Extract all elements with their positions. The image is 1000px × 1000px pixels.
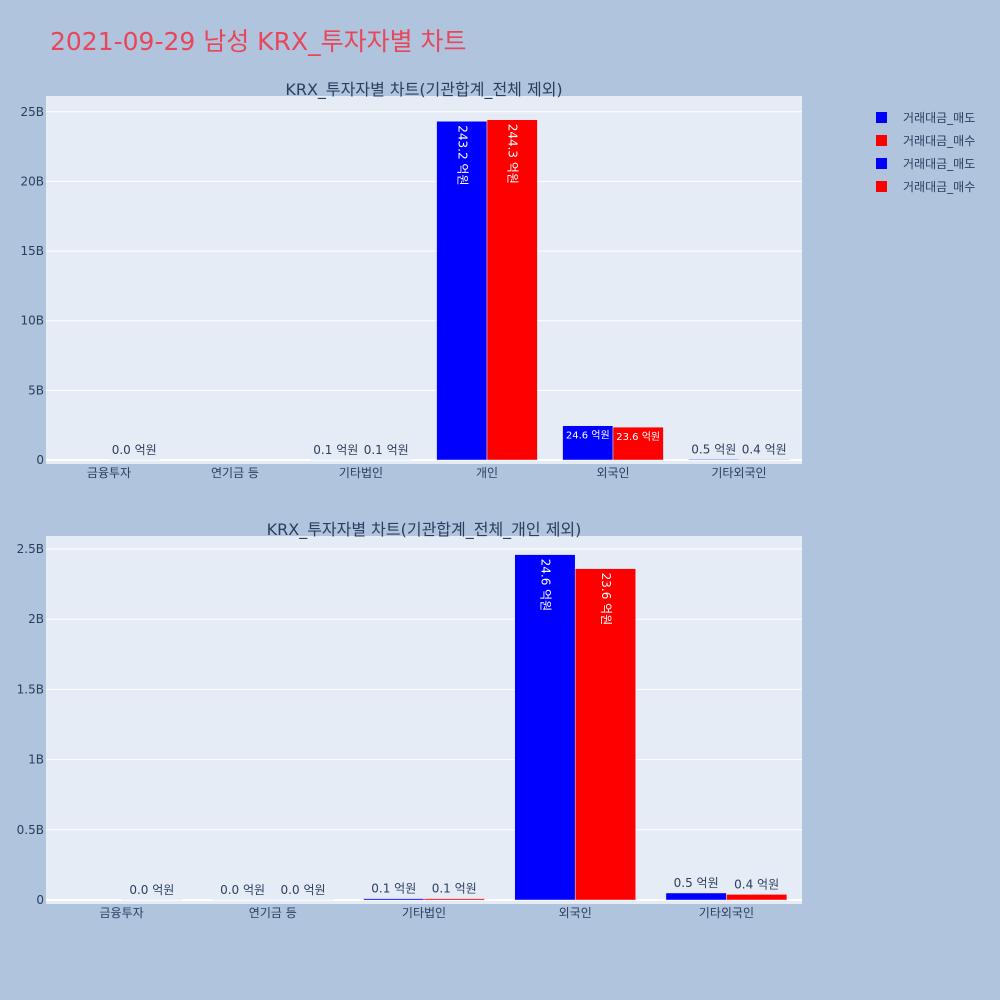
data-label: 0.5 억원 <box>691 442 736 456</box>
data-label: 0.0 억원 <box>281 883 326 897</box>
data-label: 0.0 억원 <box>220 883 265 897</box>
bar-buy <box>108 459 160 461</box>
data-label: 24.6 억원 <box>538 559 552 612</box>
bar-buy <box>738 459 790 461</box>
data-label: 0.1 억원 <box>313 443 358 457</box>
chart-title: KRX_투자자별 차트(기관합계_전체_개인 제외) <box>267 520 582 540</box>
data-label: 244.3 억원 <box>506 124 520 184</box>
x-tick-label: 기타외국인 <box>699 906 754 920</box>
bar-buy <box>574 568 636 901</box>
y-tick-label: 1B <box>28 753 44 767</box>
x-tick-label: 기타외국인 <box>711 466 766 480</box>
legend: 거래대금_매도 거래대금_매수 거래대금_매도 거래대금_매수 <box>876 106 975 198</box>
legend-label: 거래대금_매수 <box>903 134 976 148</box>
bar-sell <box>212 899 274 901</box>
bar-sell <box>363 898 425 901</box>
data-label: 0.0 억원 <box>112 443 157 457</box>
x-tick-label: 연기금 등 <box>211 466 259 480</box>
data-label: 24.6 억원 <box>566 430 610 442</box>
data-label: 0.4 억원 <box>734 877 779 891</box>
y-tick-label: 10B <box>20 314 44 328</box>
bar-sell <box>665 892 727 901</box>
bar-buy <box>121 899 183 901</box>
legend-swatch-buy <box>876 135 887 146</box>
x-tick-label: 외국인 <box>559 906 592 920</box>
bar-buy <box>726 894 788 901</box>
y-tick-label: 2.5B <box>17 542 44 556</box>
y-tick-label: 25B <box>20 105 44 119</box>
data-label: 243.2 억원 <box>455 125 469 185</box>
x-tick-label: 외국인 <box>596 466 629 480</box>
x-tick-label: 금융투자 <box>87 466 131 480</box>
legend-label: 거래대금_매도 <box>903 157 976 171</box>
data-label: 23.6 억원 <box>616 431 660 443</box>
bar-buy <box>423 898 485 901</box>
page-title: 2021-09-29 남성 KRX_투자자별 차트 <box>50 27 467 56</box>
legend-label: 거래대금_매수 <box>903 180 976 194</box>
x-tick-label: 연기금 등 <box>249 906 297 920</box>
legend-swatch-buy <box>876 181 887 192</box>
legend-swatch-sell <box>876 112 887 123</box>
bar-buy <box>272 899 334 901</box>
data-label: 0.5 억원 <box>674 876 719 890</box>
plot-area <box>46 536 802 904</box>
data-label: 23.6 억원 <box>599 573 613 626</box>
bar-buy <box>360 459 412 461</box>
x-tick-label: 기타법인 <box>402 906 446 920</box>
data-label: 0.1 억원 <box>432 882 477 896</box>
data-label: 0.1 억원 <box>364 443 409 457</box>
y-tick-label: 2B <box>28 612 44 626</box>
bar-sell <box>514 554 576 901</box>
x-tick-label: 개인 <box>476 466 498 480</box>
y-tick-label: 0 <box>36 453 44 467</box>
legend-swatch-sell <box>876 158 887 169</box>
bar-buy <box>486 119 538 461</box>
bar-sell <box>562 425 614 461</box>
x-tick-label: 기타법인 <box>339 466 383 480</box>
bar-sell <box>310 459 362 461</box>
y-tick-label: 20B <box>20 174 44 188</box>
y-tick-label: 15B <box>20 244 44 258</box>
legend-label: 거래대금_매도 <box>903 111 976 125</box>
y-tick-label: 0 <box>36 893 44 907</box>
legend-item[interactable]: 거래대금_매도 <box>876 152 975 175</box>
bar-sell <box>688 459 740 461</box>
bar-buy <box>612 426 664 461</box>
x-tick-label: 금융투자 <box>100 906 144 920</box>
y-tick-label: 1.5B <box>17 682 44 696</box>
y-tick-label: 0.5B <box>17 823 44 837</box>
data-label: 0.1 억원 <box>371 882 416 896</box>
chart-title: KRX_투자자별 차트(기관합계_전체 제외) <box>285 80 562 100</box>
data-label: 0.4 억원 <box>742 442 787 456</box>
legend-item[interactable]: 거래대금_매도 <box>876 106 975 129</box>
plot-area <box>46 96 802 464</box>
legend-item[interactable]: 거래대금_매수 <box>876 129 975 152</box>
y-tick-label: 5B <box>28 383 44 397</box>
legend-item[interactable]: 거래대금_매수 <box>876 175 975 198</box>
data-label: 0.0 억원 <box>129 883 174 897</box>
